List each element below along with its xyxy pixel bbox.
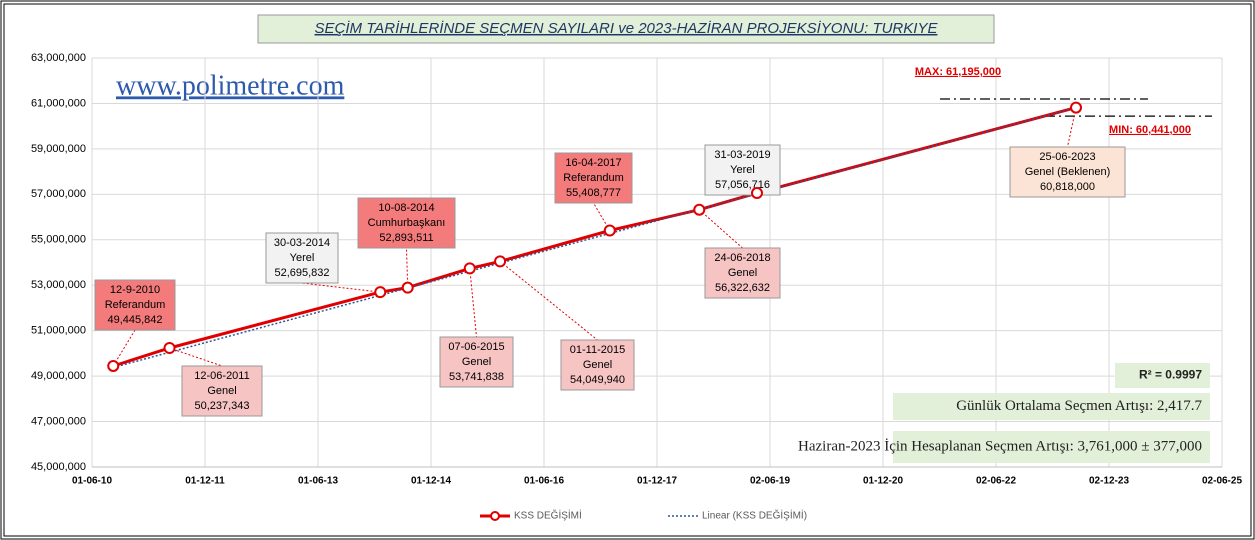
data-point xyxy=(463,262,476,275)
point-label-box xyxy=(439,336,514,388)
y-tick-label: 59,000,000 xyxy=(31,143,86,155)
point-label-kind: Cumhurbaşkanı xyxy=(368,217,446,229)
watermark: www.polimetre.com xyxy=(116,70,345,101)
chart-title: SEÇİM TARİHLERİNDE SEÇMEN SAYILARI ve 20… xyxy=(315,20,939,37)
point-label-kind: Referandum xyxy=(105,299,166,311)
x-tick-label: 01-06-10 xyxy=(72,476,112,487)
x-tick-label: 01-12-11 xyxy=(185,476,225,487)
x-tick-label: 01-06-16 xyxy=(524,476,564,487)
point-label-box xyxy=(560,339,635,391)
data-point xyxy=(751,187,764,200)
data-label: 54,049,940 xyxy=(570,374,625,386)
note-box xyxy=(893,393,1210,420)
point-label-kind: Genel xyxy=(728,267,757,279)
point-label-box xyxy=(94,279,176,331)
data-point xyxy=(374,286,387,299)
point-label-box xyxy=(181,365,263,417)
point-label-box xyxy=(704,247,781,299)
point-label-date: 12-9-2010 xyxy=(110,284,160,296)
data-point xyxy=(603,224,616,237)
y-tick-label: 61,000,000 xyxy=(31,97,86,109)
x-tick-label: 01-12-14 xyxy=(411,476,451,487)
data-label: 52,893,511 xyxy=(379,232,433,244)
data-point xyxy=(693,203,706,216)
y-tick-label: 57,000,000 xyxy=(31,188,86,200)
y-tick-label: 53,000,000 xyxy=(31,279,86,291)
point-label-date: 10-08-2014 xyxy=(378,202,434,214)
point-label-box xyxy=(265,232,339,284)
data-point xyxy=(1070,101,1083,114)
x-tick-label: 01-12-17 xyxy=(637,476,677,487)
title-box xyxy=(257,14,995,44)
point-label-date: 01-11-2015 xyxy=(570,344,625,356)
y-tick-label: 49,000,000 xyxy=(31,370,86,382)
point-label-date: 07-06-2015 xyxy=(448,341,504,353)
point-label-kind: Genel xyxy=(583,359,612,371)
bound-label: MIN: 60,441,000 xyxy=(1109,124,1191,136)
note-box xyxy=(893,431,1210,463)
legend-marker xyxy=(490,511,500,521)
point-label-kind: Referandum xyxy=(563,172,624,184)
label-connector xyxy=(499,260,598,341)
note: Günlük Ortalama Seçmen Artışı: 2,417.7 xyxy=(956,398,1202,414)
point-label-box xyxy=(704,144,781,196)
y-tick-label: 51,000,000 xyxy=(31,325,86,337)
point-label-kind: Genel (Beklenen) xyxy=(1025,166,1111,178)
label-connector xyxy=(169,347,223,367)
x-tick-label: 02-06-22 xyxy=(976,476,1016,487)
label-connector xyxy=(469,268,477,338)
label-connector xyxy=(406,247,409,288)
data-label: 56,322,632 xyxy=(715,282,770,294)
point-label-box xyxy=(554,152,633,204)
point-label-date: 16-04-2017 xyxy=(565,157,621,169)
x-tick-label: 01-06-13 xyxy=(298,476,338,487)
point-label-date: 24-06-2018 xyxy=(714,252,770,264)
y-tick-label: 47,000,000 xyxy=(31,415,86,427)
note-box xyxy=(1115,363,1210,388)
data-label: 49,445,842 xyxy=(107,314,162,326)
x-tick-label: 02-12-23 xyxy=(1089,476,1129,487)
point-label-kind: Yerel xyxy=(730,164,755,176)
bound-label: MAX: 61,195,000 xyxy=(915,66,1001,78)
data-point xyxy=(107,359,120,372)
data-label: 52,695,832 xyxy=(274,267,329,279)
data-point xyxy=(163,341,176,354)
point-label-date: 31-03-2019 xyxy=(714,149,770,161)
data-point xyxy=(494,255,507,268)
point-label-kind: Genel xyxy=(462,356,491,368)
label-connector xyxy=(301,282,381,293)
legend-label: KSS DEĞİŞİMİ xyxy=(514,509,582,522)
inner-frame xyxy=(3,3,1252,537)
y-tick-label: 55,000,000 xyxy=(31,234,86,246)
point-label-kind: Genel xyxy=(207,385,236,397)
data-label: 57,056,716 xyxy=(715,179,770,191)
data-label: 53,741,838 xyxy=(449,371,504,383)
label-connector xyxy=(112,329,136,367)
data-label: 55,408,777 xyxy=(566,187,621,199)
legend-label: Linear (KSS DEĞİŞİMİ) xyxy=(702,509,807,522)
point-label-box xyxy=(357,197,456,249)
data-label: 60,818,000 xyxy=(1040,181,1095,193)
data-label: 50,237,343 xyxy=(194,400,249,412)
note: Haziran-2023 İçin Hesaplanan Seçmen Artı… xyxy=(798,438,1202,454)
label-connector xyxy=(698,209,743,249)
y-tick-label: 63,000,000 xyxy=(31,52,86,64)
note: R² = 0.9997 xyxy=(1139,368,1202,382)
point-label-box xyxy=(1009,146,1126,198)
point-label-date: 12-06-2011 xyxy=(194,370,249,382)
x-tick-label: 02-06-25 xyxy=(1202,476,1242,487)
data-point xyxy=(401,281,414,294)
y-tick-label: 45,000,000 xyxy=(31,461,86,473)
point-label-kind: Yerel xyxy=(290,252,315,264)
point-label-date: 25-06-2023 xyxy=(1039,151,1095,163)
x-tick-label: 02-06-19 xyxy=(750,476,790,487)
x-tick-label: 01-12-20 xyxy=(863,476,903,487)
label-connector xyxy=(1067,107,1077,148)
point-label-date: 30-03-2014 xyxy=(274,237,330,249)
